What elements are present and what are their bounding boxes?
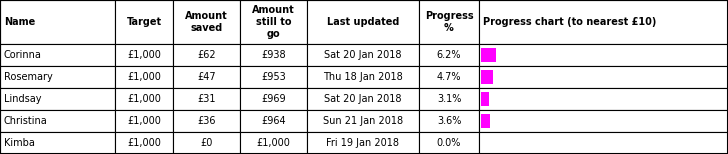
Text: Rosemary: Rosemary	[4, 72, 52, 82]
Bar	[307, 132, 419, 154]
Bar	[479, 66, 728, 88]
Text: Progress
%: Progress %	[424, 11, 473, 33]
Text: Amount
still to
go: Amount still to go	[252, 5, 295, 39]
Text: £1,000: £1,000	[127, 94, 161, 104]
Bar	[481, 92, 488, 106]
Bar	[240, 44, 307, 66]
Bar	[115, 110, 173, 132]
Bar	[481, 48, 496, 62]
Text: 4.7%: 4.7%	[437, 72, 462, 82]
Text: Sat 20 Jan 2018: Sat 20 Jan 2018	[324, 94, 402, 104]
Text: 3.6%: 3.6%	[437, 116, 461, 126]
Bar	[481, 70, 493, 84]
Text: £36: £36	[197, 116, 215, 126]
Bar	[0, 110, 115, 132]
Bar	[240, 132, 307, 154]
Text: £938: £938	[261, 50, 286, 60]
Text: £47: £47	[197, 72, 215, 82]
Text: Amount
saved: Amount saved	[185, 11, 228, 33]
Bar	[479, 132, 728, 154]
Bar	[307, 0, 419, 44]
Bar	[419, 44, 479, 66]
Bar	[240, 110, 307, 132]
Text: Fri 19 Jan 2018: Fri 19 Jan 2018	[326, 138, 400, 148]
Text: Lindsay: Lindsay	[4, 94, 41, 104]
Bar	[307, 88, 419, 110]
Text: £0: £0	[200, 138, 213, 148]
Bar	[0, 88, 115, 110]
Bar	[479, 88, 728, 110]
Bar	[479, 44, 728, 66]
Text: £62: £62	[197, 50, 215, 60]
Text: £969: £969	[261, 94, 286, 104]
Bar	[479, 110, 728, 132]
Bar	[481, 114, 490, 128]
Bar	[240, 66, 307, 88]
Bar	[307, 110, 419, 132]
Text: £1,000: £1,000	[127, 138, 161, 148]
Bar	[115, 88, 173, 110]
Bar	[240, 88, 307, 110]
Bar	[0, 44, 115, 66]
Bar	[0, 0, 115, 44]
Text: £953: £953	[261, 72, 286, 82]
Bar	[173, 0, 240, 44]
Bar	[419, 88, 479, 110]
Bar	[419, 66, 479, 88]
Text: Sun 21 Jan 2018: Sun 21 Jan 2018	[323, 116, 403, 126]
Bar	[419, 132, 479, 154]
Bar	[115, 44, 173, 66]
Text: £1,000: £1,000	[127, 116, 161, 126]
Text: £31: £31	[197, 94, 215, 104]
Bar	[173, 66, 240, 88]
Bar	[419, 0, 479, 44]
Text: 6.2%: 6.2%	[437, 50, 462, 60]
Bar	[115, 132, 173, 154]
Text: Last updated: Last updated	[327, 17, 399, 27]
Text: Thu 18 Jan 2018: Thu 18 Jan 2018	[323, 72, 403, 82]
Bar	[240, 0, 307, 44]
Bar	[479, 0, 728, 44]
Text: 3.1%: 3.1%	[437, 94, 461, 104]
Bar	[173, 132, 240, 154]
Text: Sat 20 Jan 2018: Sat 20 Jan 2018	[324, 50, 402, 60]
Bar	[307, 66, 419, 88]
Text: Kimba: Kimba	[4, 138, 35, 148]
Bar	[115, 0, 173, 44]
Text: 0.0%: 0.0%	[437, 138, 461, 148]
Text: £964: £964	[261, 116, 286, 126]
Bar	[419, 110, 479, 132]
Bar	[307, 44, 419, 66]
Bar	[0, 66, 115, 88]
Bar	[0, 132, 115, 154]
Bar	[173, 88, 240, 110]
Text: £1,000: £1,000	[127, 72, 161, 82]
Bar	[173, 44, 240, 66]
Text: Target: Target	[127, 17, 162, 27]
Bar	[173, 110, 240, 132]
Text: £1,000: £1,000	[127, 50, 161, 60]
Text: Corinna: Corinna	[4, 50, 42, 60]
Bar	[115, 66, 173, 88]
Text: Name: Name	[4, 17, 35, 27]
Text: £1,000: £1,000	[256, 138, 290, 148]
Text: Christina: Christina	[4, 116, 48, 126]
Text: Progress chart (to nearest £10): Progress chart (to nearest £10)	[483, 17, 657, 27]
